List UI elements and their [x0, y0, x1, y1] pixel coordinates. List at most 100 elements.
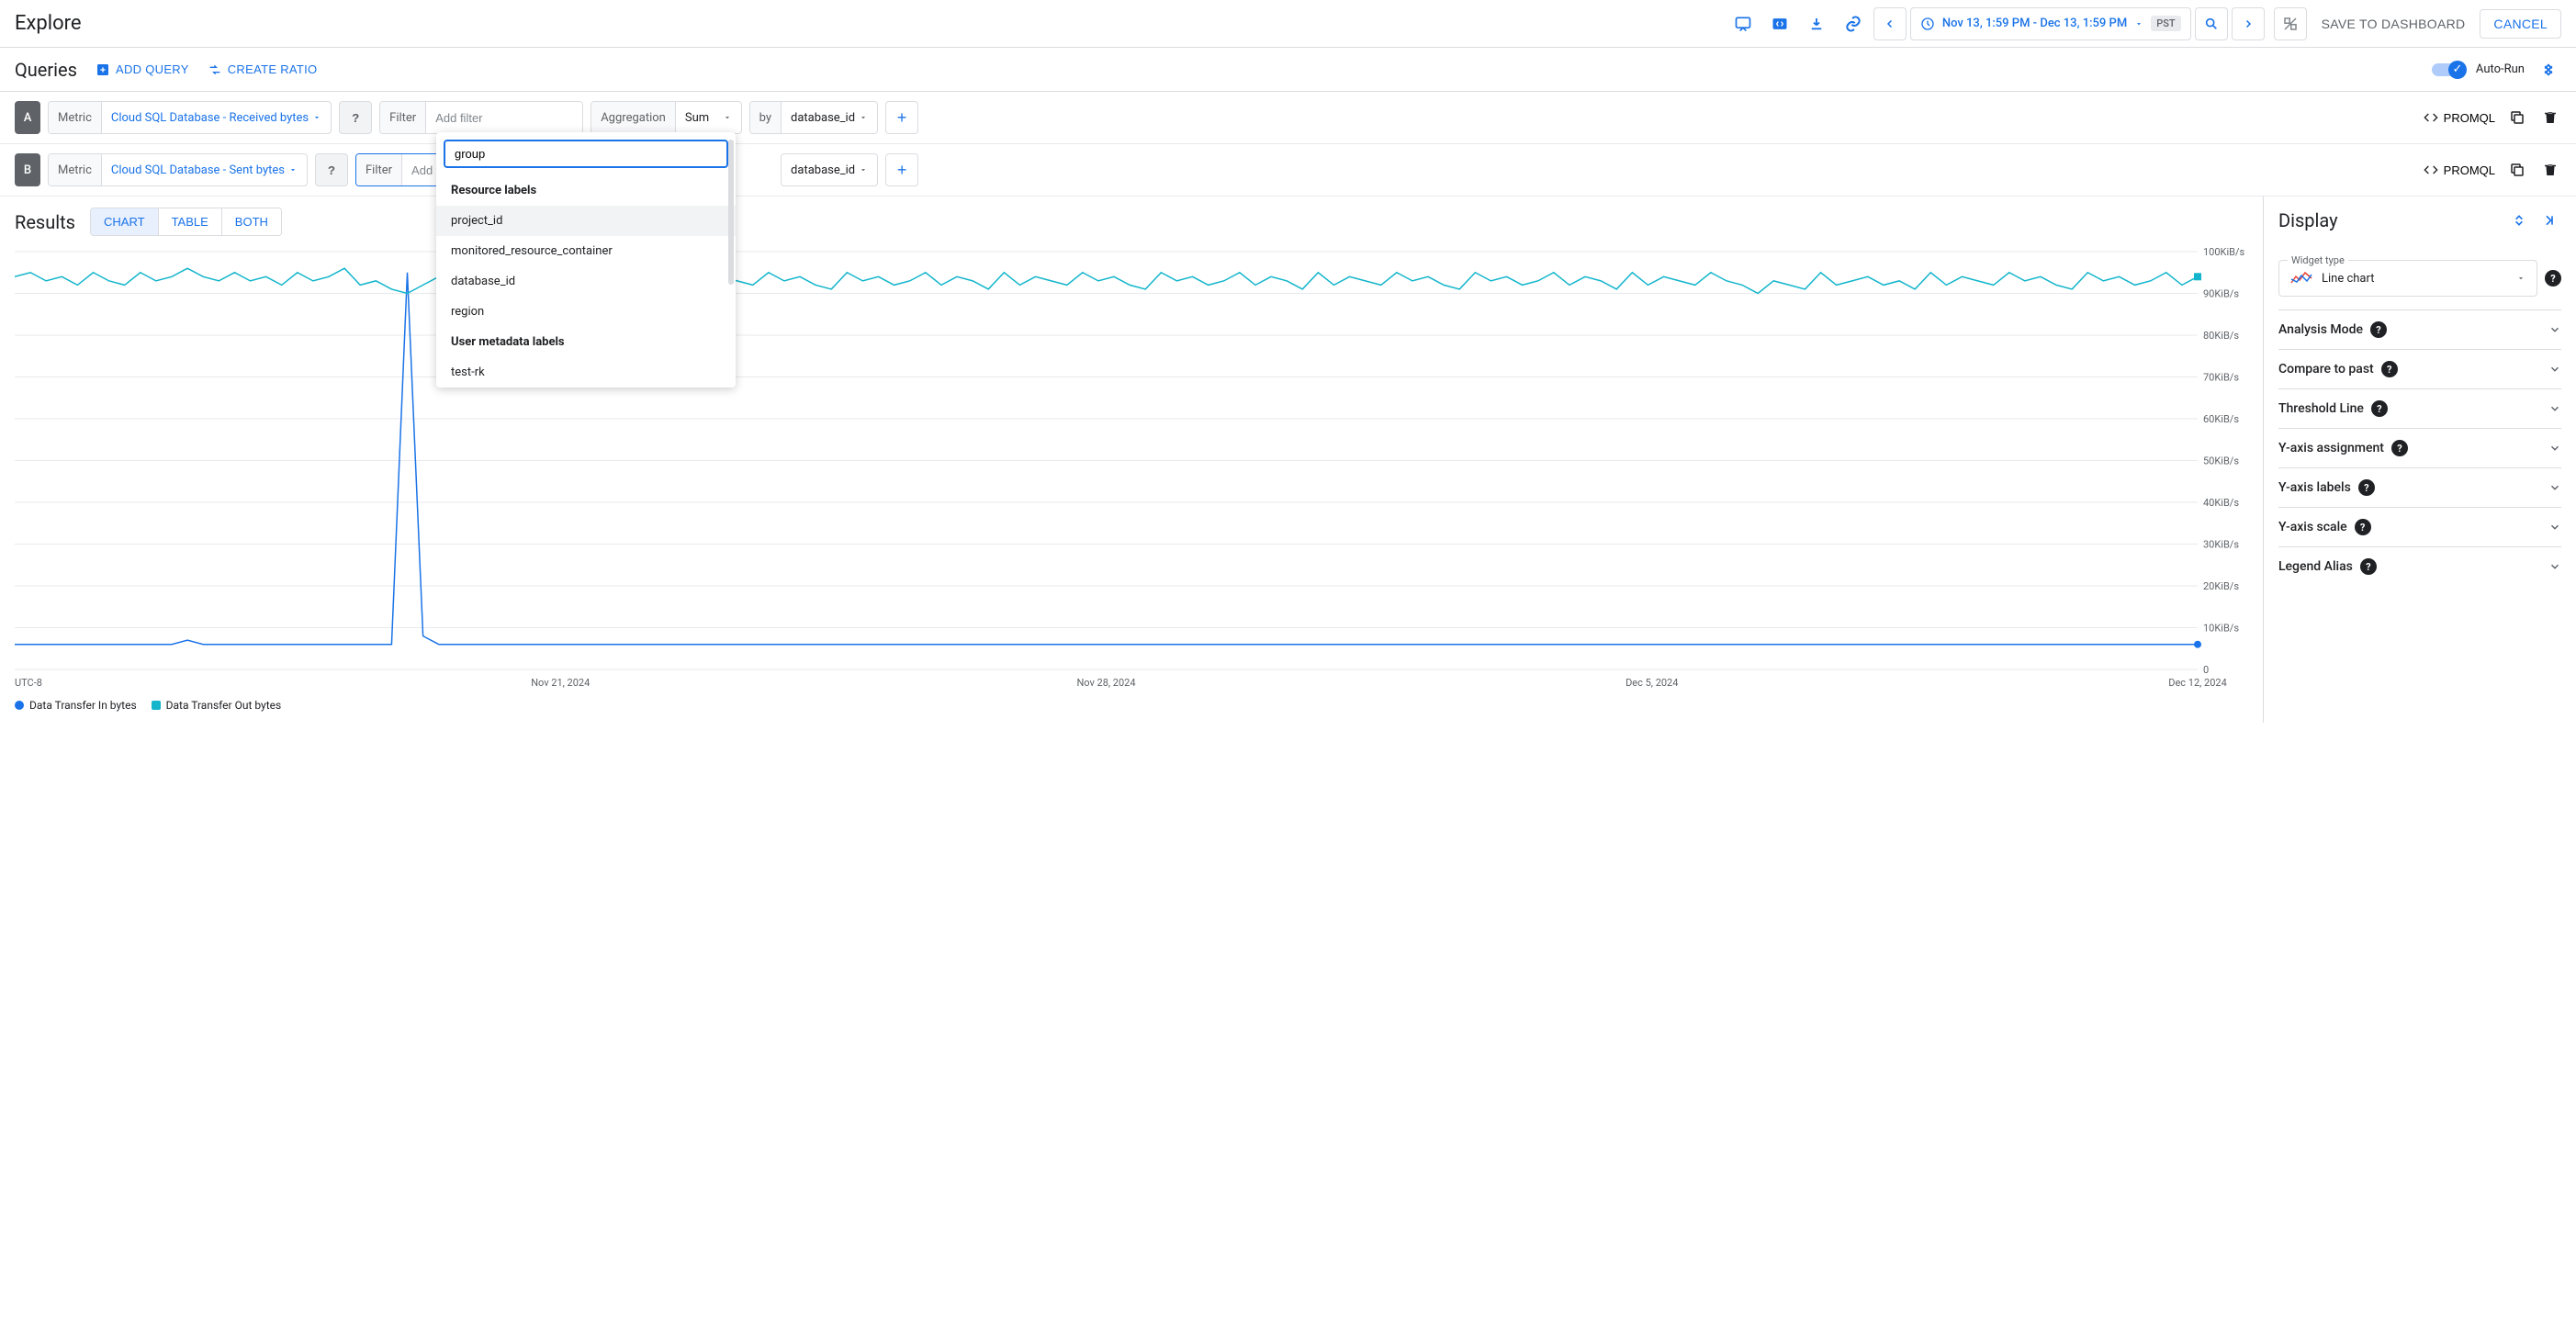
accordion-label: Legend Alias	[2278, 559, 2353, 574]
accordion-item[interactable]: Analysis Mode?	[2278, 309, 2561, 349]
delete-button[interactable]	[2539, 159, 2561, 181]
legend-item[interactable]: Data Transfer In bytes	[15, 699, 137, 712]
groupby-selector[interactable]: by database_id	[749, 101, 878, 134]
help-button[interactable]: ?	[339, 101, 372, 134]
accordion-item[interactable]: Y-axis assignment?	[2278, 428, 2561, 467]
code-icon[interactable]	[1763, 7, 1796, 40]
dropdown-section-header: User metadata labels	[436, 327, 736, 357]
chevron-down-icon	[288, 165, 298, 174]
tab-table[interactable]: TABLE	[158, 208, 221, 235]
accordion-item[interactable]: Y-axis scale?	[2278, 507, 2561, 546]
ratio-icon	[208, 62, 222, 77]
groupby-selector[interactable]: by database_id	[781, 153, 878, 186]
download-icon[interactable]	[1800, 7, 1833, 40]
chevron-down-icon	[312, 113, 321, 122]
query-row-b: B Metric Cloud SQL Database - Sent bytes…	[0, 144, 2576, 197]
tab-both[interactable]: BOTH	[221, 208, 281, 235]
help-icon[interactable]: ?	[2371, 400, 2388, 417]
metric-selector[interactable]: Metric Cloud SQL Database - Sent bytes	[48, 153, 308, 186]
query-badge: A	[15, 101, 40, 134]
add-filter-button[interactable]: +	[885, 153, 918, 186]
accordion-label: Y-axis labels	[2278, 480, 2351, 495]
accordion-item[interactable]: Legend Alias?	[2278, 546, 2561, 586]
help-icon[interactable]: ?	[2370, 321, 2387, 338]
aggregation-selector[interactable]: Aggregation Sum	[591, 101, 741, 134]
dropdown-section-header: Resource labels	[436, 175, 736, 206]
filter-input[interactable]	[426, 102, 582, 133]
cancel-button[interactable]: CANCEL	[2480, 9, 2561, 39]
dropdown-item[interactable]: region	[436, 297, 736, 327]
query-badge: B	[15, 153, 40, 186]
collapse-queries-button[interactable]	[2536, 57, 2561, 83]
collapse-panel-button[interactable]	[2536, 208, 2561, 233]
svg-text:80KiB/s: 80KiB/s	[2203, 330, 2239, 342]
svg-text:40KiB/s: 40KiB/s	[2203, 497, 2239, 509]
delete-button[interactable]	[2539, 107, 2561, 129]
help-icon[interactable]: ?	[2358, 479, 2375, 496]
time-range-text: Nov 13, 1:59 PM - Dec 13, 1:59 PM	[1942, 17, 2127, 30]
dropdown-item[interactable]: test-rk	[436, 357, 736, 388]
link-icon[interactable]	[1837, 7, 1870, 40]
dropdown-item[interactable]: monitored_resource_container	[436, 236, 736, 266]
main-content: Results CHART TABLE BOTH 100KiB/s90KiB/s…	[0, 197, 2576, 723]
prev-time-button[interactable]	[1873, 7, 1907, 40]
accordion-label: Threshold Line	[2278, 401, 2364, 416]
chevron-down-icon	[859, 113, 868, 122]
queries-bar: Queries ADD QUERY CREATE RATIO ✓ Auto-Ru…	[0, 48, 2576, 92]
accordion-item[interactable]: Threshold Line?	[2278, 388, 2561, 428]
accordion-label: Y-axis assignment	[2278, 441, 2384, 455]
next-time-button[interactable]	[2232, 7, 2265, 40]
help-icon[interactable]: ?	[2545, 270, 2561, 287]
chart-container: 100KiB/s90KiB/s80KiB/s70KiB/s60KiB/s50Ki…	[15, 247, 2248, 691]
query-row-a: A Metric Cloud SQL Database - Received b…	[0, 92, 2576, 144]
dropdown-item[interactable]: project_id	[436, 206, 736, 236]
auto-run-label: Auto-Run	[2476, 62, 2525, 76]
dropdown-search-input[interactable]	[444, 140, 728, 168]
svg-text:20KiB/s: 20KiB/s	[2203, 580, 2239, 592]
svg-text:0: 0	[2203, 664, 2209, 676]
duplicate-button[interactable]	[2506, 159, 2528, 181]
dropdown-scrollbar[interactable]	[726, 132, 736, 277]
page-title: Explore	[15, 12, 82, 35]
help-button[interactable]: ?	[315, 153, 348, 186]
line-chart: 100KiB/s90KiB/s80KiB/s70KiB/s60KiB/s50Ki…	[15, 247, 2248, 691]
help-icon[interactable]: ?	[2381, 361, 2398, 377]
code-icon	[2424, 110, 2438, 125]
svg-text:10KiB/s: 10KiB/s	[2203, 623, 2239, 635]
help-icon[interactable]: ?	[2355, 519, 2371, 535]
auto-run-toggle[interactable]: ✓	[2432, 63, 2465, 76]
search-time-button[interactable]	[2195, 7, 2228, 40]
svg-text:UTC-8: UTC-8	[15, 677, 42, 689]
add-filter-button[interactable]: +	[885, 101, 918, 134]
svg-text:Dec 5, 2024: Dec 5, 2024	[1625, 677, 1678, 689]
svg-text:30KiB/s: 30KiB/s	[2203, 539, 2239, 551]
accordion-item[interactable]: Compare to past?	[2278, 349, 2561, 388]
create-ratio-button[interactable]: CREATE RATIO	[208, 62, 318, 77]
dropdown-item[interactable]: database_id	[436, 266, 736, 297]
svg-text:70KiB/s: 70KiB/s	[2203, 372, 2239, 384]
chevron-down-icon	[2516, 274, 2525, 283]
promql-button[interactable]: PROMQL	[2424, 163, 2495, 177]
save-to-dashboard-button[interactable]: SAVE TO DASHBOARD	[2311, 9, 2477, 39]
results-panel: Results CHART TABLE BOTH 100KiB/s90KiB/s…	[0, 197, 2264, 723]
svg-text:100KiB/s: 100KiB/s	[2203, 247, 2245, 258]
chevron-down-icon	[2548, 560, 2561, 573]
expand-panel-button[interactable]	[2506, 208, 2532, 233]
reset-zoom-button[interactable]	[2274, 7, 2307, 40]
metric-selector[interactable]: Metric Cloud SQL Database - Received byt…	[48, 101, 332, 134]
timezone-badge: PST	[2151, 16, 2180, 31]
svg-text:90KiB/s: 90KiB/s	[2203, 288, 2239, 300]
legend-item[interactable]: Data Transfer Out bytes	[152, 699, 282, 712]
promql-button[interactable]: PROMQL	[2424, 110, 2495, 125]
chat-icon[interactable]	[1727, 7, 1760, 40]
duplicate-button[interactable]	[2506, 107, 2528, 129]
accordion-item[interactable]: Y-axis labels?	[2278, 467, 2561, 507]
tab-chart[interactable]: CHART	[91, 208, 158, 235]
help-icon[interactable]: ?	[2360, 558, 2377, 575]
svg-text:Dec 12, 2024: Dec 12, 2024	[2168, 677, 2227, 689]
help-icon[interactable]: ?	[2391, 440, 2408, 456]
add-query-button[interactable]: ADD QUERY	[96, 62, 189, 77]
chevron-down-icon	[2548, 363, 2561, 376]
time-range-picker[interactable]: Nov 13, 1:59 PM - Dec 13, 1:59 PM PST	[1910, 7, 2191, 40]
chevron-down-icon	[2548, 521, 2561, 534]
